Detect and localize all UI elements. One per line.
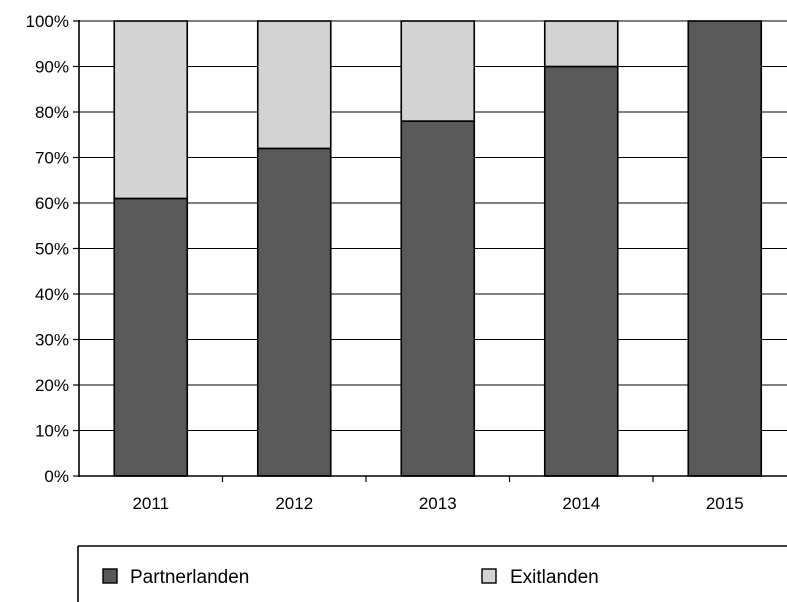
- axes: [73, 20, 787, 482]
- x-tick-label: 2011: [132, 494, 169, 513]
- legend: Partnerlanden Exitlanden: [77, 545, 787, 602]
- x-tick-label: 2012: [275, 494, 313, 513]
- x-tick-label: 2013: [419, 494, 457, 513]
- y-tick-label: 60%: [35, 194, 69, 213]
- legend-swatch-partnerlanden: [102, 568, 118, 584]
- bar-exitlanden-2011: [113, 20, 189, 200]
- bar-partnerlanden-2015: [687, 20, 763, 477]
- y-tick-label: 100%: [26, 12, 69, 31]
- legend-label-partnerlanden: Partnerlanden: [130, 567, 249, 588]
- bar-exitlanden-2012: [256, 20, 332, 150]
- y-tick-label: 80%: [35, 103, 69, 122]
- y-tick-label: 30%: [35, 331, 69, 350]
- y-tick-label: 20%: [35, 376, 69, 395]
- bar-exitlanden-2013: [400, 20, 476, 122]
- y-tick-label: 50%: [35, 240, 69, 259]
- y-tick-labels: 0% 10% 20% 30% 40% 50% 60% 70% 80% 90% 100%: [26, 12, 69, 486]
- bar-exitlanden-2014: [543, 20, 619, 68]
- x-tick-label: 2014: [562, 494, 600, 513]
- y-tick-label: 0%: [44, 467, 69, 486]
- legend-swatch-exitlanden: [481, 568, 497, 584]
- y-tick-label: 40%: [35, 285, 69, 304]
- y-tick-label: 90%: [35, 58, 69, 77]
- bar-partnerlanden-2014: [543, 65, 619, 477]
- bar-partnerlanden-2013: [400, 120, 476, 477]
- y-tick-label: 10%: [35, 422, 69, 441]
- x-tick-label: 2015: [706, 494, 744, 513]
- bar-partnerlanden-2012: [256, 147, 332, 477]
- x-tick-labels: 2011 2012 2013 2014 2015: [132, 494, 743, 513]
- bar-partnerlanden-2011: [113, 197, 189, 477]
- y-tick-label: 70%: [35, 149, 69, 168]
- legend-label-exitlanden: Exitlanden: [510, 567, 599, 588]
